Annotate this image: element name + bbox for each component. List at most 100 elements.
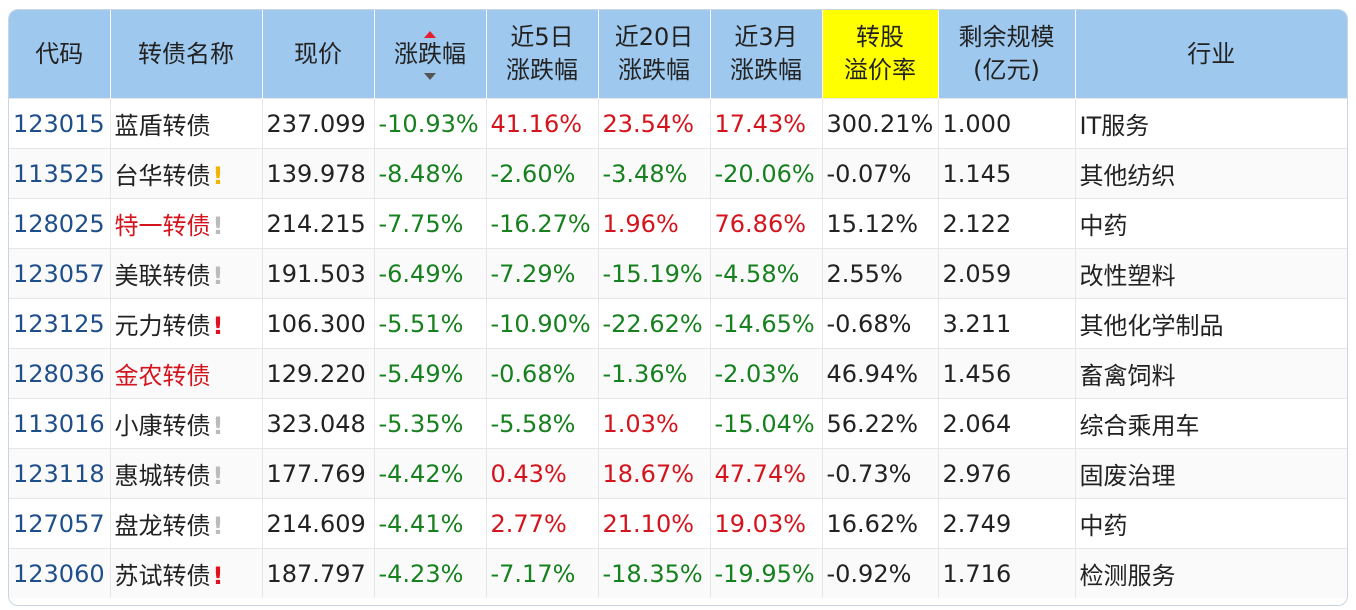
price-cell: 237.099 [262, 98, 375, 149]
industry-cell: 改性塑料 [1075, 248, 1347, 299]
table-row[interactable]: 123060 苏试转债! 187.797 -4.23% -7.17% -18.35% -19… [9, 548, 1347, 598]
bond-name-cell[interactable]: 元力转债! [110, 298, 263, 349]
bond-name: 小康转债 [114, 412, 211, 440]
5day-change-cell: -2.60% [486, 148, 599, 199]
header-code-label: 代码 [35, 39, 84, 68]
price-cell: 214.215 [262, 198, 375, 249]
price-cell: 187.797 [262, 548, 375, 598]
bond-code-link[interactable]: 113016 [9, 398, 111, 449]
price-cell: 129.220 [262, 348, 375, 399]
bond-code-link[interactable]: 128025 [9, 198, 111, 249]
header-3month-line2: 涨跌幅 [730, 56, 802, 84]
table-row[interactable]: 128036 金农转债 129.220 -5.49% -0.68% -1.36% -2.03… [9, 348, 1347, 399]
5day-change-cell: -16.27% [486, 198, 599, 249]
header-change[interactable]: 涨跌幅 [374, 10, 487, 99]
bond-name-cell[interactable]: 惠城转债! [110, 448, 263, 499]
bond-name-cell[interactable]: 美联转债! [110, 248, 263, 299]
bond-name: 苏试转债 [114, 562, 211, 590]
sort-asc-icon [424, 30, 436, 38]
scale-cell: 2.976 [938, 448, 1076, 499]
5day-change-cell: -5.58% [486, 398, 599, 449]
table-row[interactable]: 113525 台华转债! 139.978 -8.48% -2.60% -3.48% -20.… [9, 148, 1347, 199]
table-row[interactable]: 123118 惠城转债! 177.769 -4.42% 0.43% 18.67% 47.74… [9, 448, 1347, 499]
warning-mark-icon: ! [212, 162, 224, 190]
bond-code-link[interactable]: 123015 [9, 98, 111, 149]
3month-change-cell: -4.58% [710, 248, 823, 299]
industry-cell: 综合乘用车 [1075, 398, 1347, 449]
header-industry-label: 行业 [1187, 39, 1236, 68]
3month-change-cell: -2.03% [710, 348, 823, 399]
20day-change-cell: 18.67% [598, 448, 711, 499]
industry-cell: 检测服务 [1075, 548, 1347, 598]
header-20day-line1: 近20日 [614, 23, 694, 51]
header-price[interactable]: 现价 [262, 10, 375, 99]
bond-name: 台华转债 [114, 162, 211, 190]
20day-change-cell: -3.48% [598, 148, 711, 199]
change-cell: -6.49% [374, 248, 487, 299]
bond-name-cell[interactable]: 特一转债! [110, 198, 263, 249]
premium-cell: 15.12% [822, 198, 939, 249]
header-change-label: 涨跌幅 [394, 39, 466, 68]
bond-name-cell[interactable]: 小康转债! [110, 398, 263, 449]
20day-change-cell: -22.62% [598, 298, 711, 349]
header-name[interactable]: 转债名称 [110, 10, 263, 99]
header-20day-change[interactable]: 近20日 涨跌幅 [598, 10, 711, 99]
header-remaining-scale[interactable]: 剩余规模 (亿元) [938, 10, 1076, 99]
table-row[interactable]: 123125 元力转债! 106.300 -5.51% -10.90% -22.62% -1… [9, 298, 1347, 349]
bond-name: 美联转债 [114, 262, 211, 290]
bond-code-link[interactable]: 123060 [9, 548, 111, 598]
price-cell: 214.609 [262, 498, 375, 549]
bond-code-link[interactable]: 123057 [9, 248, 111, 299]
change-cell: -7.75% [374, 198, 487, 249]
change-cell: -4.41% [374, 498, 487, 549]
header-code[interactable]: 代码 [9, 10, 111, 99]
bond-code-link[interactable]: 123118 [9, 448, 111, 499]
warning-mark-icon: ! [212, 412, 224, 440]
bond-name-cell[interactable]: 苏试转债! [110, 548, 263, 598]
5day-change-cell: -7.29% [486, 248, 599, 299]
table-row[interactable]: 127057 盘龙转债! 214.609 -4.41% 2.77% 21.10% 19.03… [9, 498, 1347, 549]
scale-cell: 1.145 [938, 148, 1076, 199]
3month-change-cell: -19.95% [710, 548, 823, 598]
bond-table-panel: 代码 转债名称 现价 涨跌幅 近5日 涨跌幅 近20日 涨跌幅 [8, 9, 1348, 606]
bond-code-link[interactable]: 113525 [9, 148, 111, 199]
bond-name: 元力转债 [114, 312, 211, 340]
5day-change-cell: -0.68% [486, 348, 599, 399]
header-3month-change[interactable]: 近3月 涨跌幅 [710, 10, 823, 99]
table-row[interactable]: 123015 蓝盾转债 237.099 -10.93% 41.16% 23.54% 17.4… [9, 98, 1347, 149]
table-row[interactable]: 128025 特一转债! 214.215 -7.75% -16.27% 1.96% 76.8… [9, 198, 1347, 249]
bond-code-link[interactable]: 127057 [9, 498, 111, 549]
table-header-row: 代码 转债名称 现价 涨跌幅 近5日 涨跌幅 近20日 涨跌幅 [9, 10, 1347, 99]
industry-cell: 其他纺织 [1075, 148, 1347, 199]
bond-name: 惠城转债 [114, 462, 211, 490]
industry-cell: 畜禽饲料 [1075, 348, 1347, 399]
warning-mark-icon: ! [212, 262, 224, 290]
industry-cell: IT服务 [1075, 98, 1347, 149]
change-cell: -4.42% [374, 448, 487, 499]
header-3month-line1: 近3月 [734, 23, 798, 51]
table-row[interactable]: 113016 小康转债! 323.048 -5.35% -5.58% 1.03% -15.0… [9, 398, 1347, 449]
header-conversion-premium[interactable]: 转股 溢价率 [822, 10, 939, 99]
scale-cell: 3.211 [938, 298, 1076, 349]
change-cell: -10.93% [374, 98, 487, 149]
20day-change-cell: -15.19% [598, 248, 711, 299]
bond-name-cell[interactable]: 蓝盾转债 [110, 98, 263, 149]
bond-name-cell[interactable]: 台华转债! [110, 148, 263, 199]
table-row[interactable]: 123057 美联转债! 191.503 -6.49% -7.29% -15.19% -4.… [9, 248, 1347, 299]
3month-change-cell: -15.04% [710, 398, 823, 449]
header-scale-line1: 剩余规模 [958, 23, 1055, 51]
header-5day-change[interactable]: 近5日 涨跌幅 [486, 10, 599, 99]
premium-cell: 16.62% [822, 498, 939, 549]
bond-name-cell[interactable]: 金农转债 [110, 348, 263, 399]
header-industry[interactable]: 行业 [1075, 10, 1347, 99]
scale-cell: 1.716 [938, 548, 1076, 598]
5day-change-cell: 41.16% [486, 98, 599, 149]
scale-cell: 2.064 [938, 398, 1076, 449]
premium-cell: 56.22% [822, 398, 939, 449]
bond-code-link[interactable]: 128036 [9, 348, 111, 399]
scale-cell: 1.456 [938, 348, 1076, 399]
sort-desc-icon [424, 72, 436, 80]
bond-name-cell[interactable]: 盘龙转债! [110, 498, 263, 549]
5day-change-cell: -7.17% [486, 548, 599, 598]
bond-code-link[interactable]: 123125 [9, 298, 111, 349]
